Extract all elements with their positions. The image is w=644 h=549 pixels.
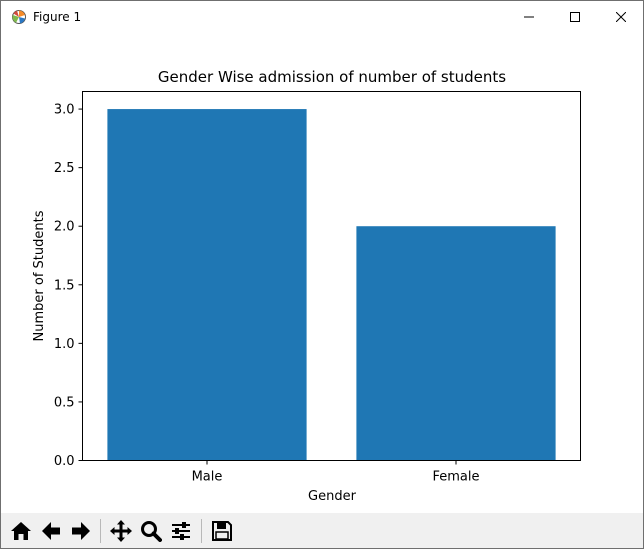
pan-button[interactable] (107, 517, 135, 545)
x-axis-ticks: Male Female (192, 460, 480, 485)
close-icon (616, 12, 626, 22)
forward-button[interactable] (67, 517, 95, 545)
forward-arrow-icon (72, 522, 90, 540)
y-tick-label: 2.0 (54, 220, 75, 235)
bars-layer (107, 109, 556, 461)
y-tick-label: 0.0 (54, 454, 75, 469)
configure-subplots-button[interactable] (167, 517, 195, 545)
plot-frame (82, 91, 581, 461)
chart-title: Gender Wise admission of number of stude… (158, 68, 506, 86)
maximize-icon (570, 12, 580, 22)
x-tick-label: Female (432, 470, 479, 485)
navigation-toolbar (1, 513, 643, 548)
window-title: Figure 1 (33, 10, 82, 24)
minimize-button[interactable] (506, 1, 552, 33)
configure-subplots-icon (172, 522, 190, 540)
back-arrow-icon (42, 522, 60, 540)
y-tick-label: 1.5 (54, 278, 75, 293)
minimize-icon (524, 16, 534, 18)
y-tick-label: 1.0 (54, 337, 75, 352)
save-button[interactable] (208, 517, 236, 545)
toolbar-separator (201, 519, 202, 543)
maximize-button[interactable] (552, 1, 598, 33)
x-axis-label: Gender (308, 489, 357, 504)
close-button[interactable] (598, 1, 643, 33)
y-tick-label: 3.0 (54, 103, 75, 118)
figure-canvas[interactable]: Gender Wise admission of number of stude… (1, 33, 643, 513)
back-button[interactable] (37, 517, 65, 545)
home-button[interactable] (7, 517, 35, 545)
pan-icon (110, 520, 132, 542)
bar-chart: Gender Wise admission of number of stude… (32, 68, 581, 504)
zoom-button[interactable] (137, 517, 165, 545)
bar-female (356, 226, 556, 461)
matplotlib-logo-icon (11, 9, 27, 25)
toolbar-separator (100, 519, 101, 543)
home-icon (11, 522, 31, 540)
y-axis-label: Number of Students (32, 210, 47, 341)
title-bar[interactable]: Figure 1 (1, 1, 643, 33)
y-tick-label: 2.5 (54, 161, 75, 176)
y-tick-label: 0.5 (54, 395, 75, 410)
x-tick-label: Male (192, 470, 223, 485)
save-icon (212, 521, 232, 541)
zoom-icon (141, 521, 162, 542)
y-axis-ticks: 0.0 0.5 1.0 1.5 2.0 2.5 3.0 (54, 103, 83, 469)
bar-male (107, 109, 307, 461)
